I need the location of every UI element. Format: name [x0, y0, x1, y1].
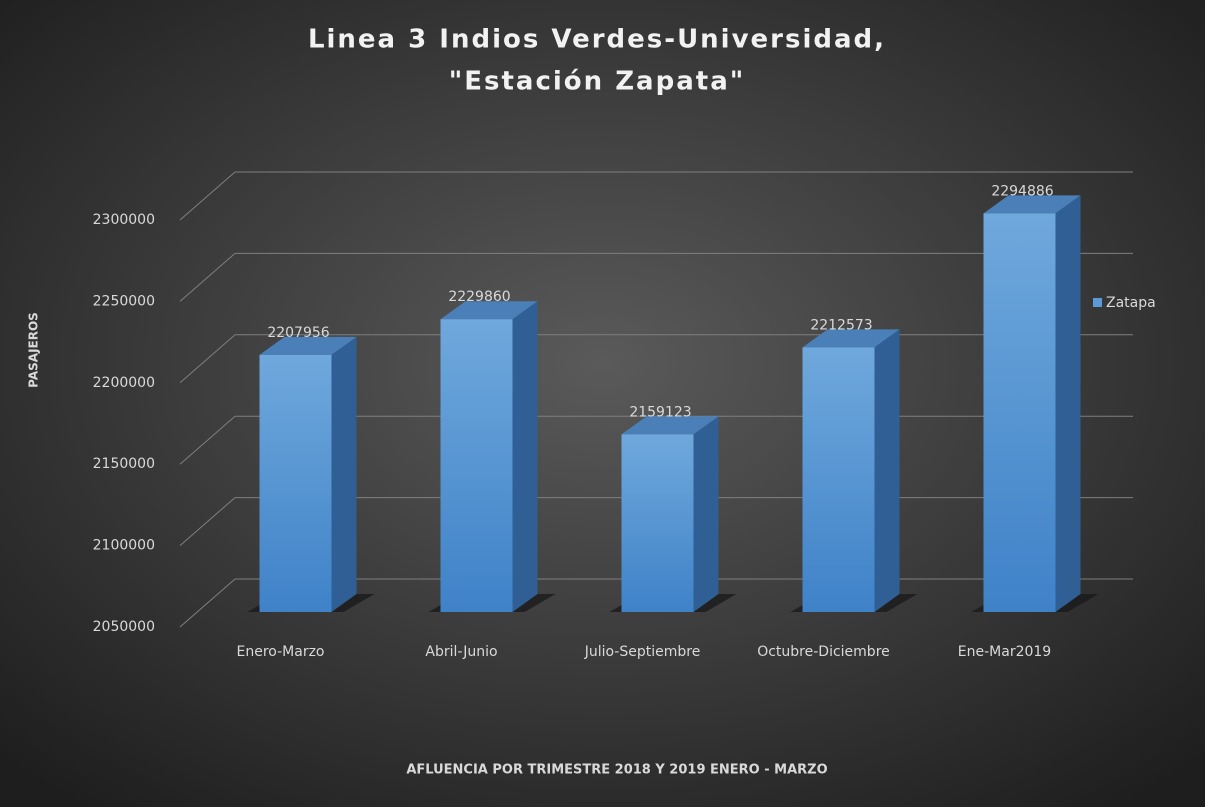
bar-top — [802, 329, 900, 348]
y-axis-label: PASAJEROS — [27, 312, 41, 388]
data-label: 2294886 — [991, 183, 1053, 199]
y-tick-label: 2300000 — [93, 212, 155, 228]
bar-side — [331, 336, 357, 612]
bar — [621, 434, 694, 612]
x-axis-label: AFLUENCIA POR TRIMESTRE 2018 Y 2019 ENER… — [406, 763, 827, 778]
legend-label: Zatapa — [1106, 295, 1156, 311]
grid-line — [179, 497, 236, 546]
y-tick-label: 2100000 — [93, 538, 155, 554]
legend-swatch — [1093, 298, 1102, 307]
bar — [802, 347, 875, 612]
bar-side — [1055, 195, 1081, 612]
chart-title: "Estación Zapata" — [449, 67, 746, 97]
x-tick-label: Enero-Marzo — [237, 644, 325, 660]
grid-line — [179, 171, 236, 221]
y-tick-label: 2250000 — [93, 293, 155, 309]
y-tick-label: 2150000 — [93, 456, 155, 472]
bar-side — [874, 329, 900, 612]
x-tick-label: Ene-Mar2019 — [958, 644, 1051, 660]
grid-line — [179, 253, 236, 302]
x-tick-label: Abril-Junio — [425, 644, 497, 660]
grid-line — [179, 578, 236, 628]
grid-line — [179, 415, 236, 465]
bar — [259, 354, 332, 612]
chart-title: Linea 3 Indios Verdes-Universidad, — [308, 25, 886, 55]
bar-top — [983, 195, 1081, 214]
data-label: 2207956 — [267, 325, 329, 341]
bar-side — [512, 301, 538, 612]
bar-side — [693, 416, 719, 612]
bar-top — [440, 301, 538, 320]
bar — [440, 319, 513, 612]
bar — [983, 213, 1056, 612]
bar-top — [259, 336, 357, 355]
y-tick-label: 2200000 — [93, 375, 155, 391]
bar-top — [621, 416, 719, 435]
x-tick-label: Octubre-Diciembre — [757, 644, 890, 660]
data-label: 2229860 — [448, 289, 510, 305]
x-tick-label: Julio-Septiembre — [584, 644, 701, 660]
grid-line — [179, 334, 236, 384]
data-label: 2159123 — [629, 404, 691, 420]
y-tick-label: 2050000 — [93, 619, 155, 635]
data-label: 2212573 — [810, 317, 872, 333]
